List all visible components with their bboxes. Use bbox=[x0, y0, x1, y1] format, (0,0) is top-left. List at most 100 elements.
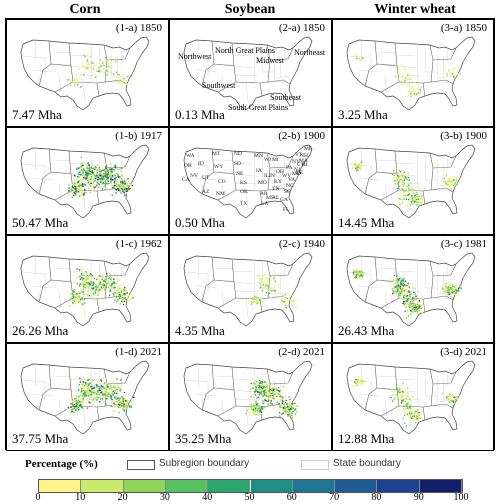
crop-pixel bbox=[259, 278, 261, 281]
crop-pixel bbox=[87, 179, 89, 181]
crop-pixel bbox=[354, 276, 356, 279]
crop-pixel bbox=[120, 284, 122, 286]
crop-pixel bbox=[74, 194, 77, 196]
crop-pixel bbox=[419, 89, 421, 91]
crop-pixel bbox=[412, 311, 415, 314]
crop-pixel bbox=[415, 410, 417, 413]
crop-pixel bbox=[132, 189, 134, 191]
state-boundary bbox=[436, 161, 439, 189]
crop-pixel bbox=[89, 66, 92, 68]
crop-pixel bbox=[111, 187, 114, 189]
crop-pixel bbox=[411, 299, 413, 301]
crop-pixel bbox=[78, 404, 80, 406]
crop-pixel bbox=[285, 298, 287, 300]
crop-pixel bbox=[405, 402, 407, 404]
crop-pixel bbox=[410, 308, 412, 310]
crop-pixel bbox=[401, 290, 403, 292]
crop-pixel bbox=[87, 181, 89, 183]
crop-pixel bbox=[403, 194, 405, 196]
crop-pixel bbox=[104, 393, 106, 395]
crop-pixel bbox=[293, 407, 295, 409]
crop-pixel bbox=[128, 406, 131, 408]
crop-pixel bbox=[74, 174, 76, 177]
crop-pixel bbox=[104, 390, 106, 393]
crop-pixel bbox=[262, 400, 264, 402]
crop-pixel bbox=[88, 282, 90, 284]
state-boundary bbox=[378, 375, 398, 378]
crop-pixel bbox=[122, 293, 125, 295]
subregion-boundary bbox=[231, 258, 235, 283]
crop-pixel bbox=[82, 279, 84, 281]
crop-pixel bbox=[105, 176, 107, 178]
crop-pixel bbox=[125, 407, 127, 409]
crop-pixel bbox=[89, 285, 91, 287]
crop-pixel bbox=[104, 173, 107, 175]
crop-pixel bbox=[268, 397, 271, 399]
crop-pixel bbox=[414, 194, 416, 196]
crop-pixel bbox=[400, 291, 403, 293]
crop-pixel bbox=[92, 387, 94, 390]
crop-pixel bbox=[113, 389, 115, 391]
crop-pixel bbox=[355, 167, 357, 170]
crop-pixel bbox=[451, 180, 454, 182]
crop-pixel bbox=[276, 284, 278, 286]
crop-pixel bbox=[78, 173, 80, 176]
crop-pixel bbox=[413, 93, 415, 95]
crop-pixel bbox=[358, 380, 360, 382]
crop-pixel bbox=[290, 412, 292, 414]
crop-pixel bbox=[122, 178, 124, 180]
crop-pixel bbox=[361, 276, 363, 279]
crop-pixel bbox=[361, 382, 364, 384]
crop-pixel bbox=[104, 169, 106, 171]
crop-pixel bbox=[285, 306, 287, 309]
crop-pixel bbox=[104, 187, 107, 189]
crop-pixel bbox=[117, 174, 119, 176]
crop-pixel bbox=[99, 389, 101, 392]
crop-pixel bbox=[273, 388, 275, 390]
crop-pixel bbox=[452, 181, 455, 183]
crop-pixel bbox=[252, 387, 254, 389]
crop-pixel bbox=[404, 77, 406, 79]
crop-pixel bbox=[420, 199, 422, 201]
crop-pixel bbox=[398, 284, 400, 287]
crop-pixel bbox=[88, 284, 91, 286]
crop-pixel bbox=[102, 388, 104, 390]
crop-pixel bbox=[452, 391, 455, 393]
crop-pixel bbox=[100, 284, 102, 287]
crop-pixel bbox=[116, 388, 118, 391]
crop-pixel bbox=[245, 412, 248, 414]
crop-pixel bbox=[356, 55, 358, 57]
crop-pixel bbox=[265, 391, 268, 393]
subregion-boundary bbox=[422, 260, 434, 300]
crop-pixel bbox=[78, 266, 81, 268]
crop-pixel bbox=[277, 390, 280, 392]
crop-pixel bbox=[416, 301, 418, 303]
crop-pixel bbox=[404, 389, 407, 392]
crop-pixel bbox=[255, 413, 257, 416]
crop-pixel bbox=[401, 188, 404, 190]
panel-label: (1-c) 1962 bbox=[115, 238, 162, 250]
state-boundary bbox=[424, 153, 427, 181]
crop-pixel bbox=[118, 185, 120, 187]
crop-pixel bbox=[81, 185, 84, 187]
crop-pixel bbox=[96, 64, 99, 66]
crop-pixel bbox=[103, 280, 105, 282]
crop-pixel bbox=[88, 383, 90, 385]
crop-pixel bbox=[352, 272, 355, 274]
subregion-boundary bbox=[267, 187, 291, 193]
crop-pixel bbox=[119, 404, 121, 406]
crop-pixel bbox=[70, 292, 73, 294]
crop-pixel bbox=[119, 295, 122, 297]
crop-pixel bbox=[450, 175, 452, 178]
crop-pixel bbox=[418, 411, 420, 414]
crop-pixel bbox=[92, 176, 94, 178]
crop-pixel bbox=[82, 402, 84, 404]
crop-pixel bbox=[255, 299, 257, 302]
crop-pixel bbox=[103, 396, 105, 399]
subregion-boundary bbox=[213, 63, 237, 93]
crop-pixel bbox=[106, 69, 108, 72]
state-boundary bbox=[215, 51, 235, 54]
crop-pixel bbox=[355, 164, 358, 167]
crop-pixel bbox=[82, 172, 84, 174]
crop-pixel bbox=[283, 401, 285, 403]
